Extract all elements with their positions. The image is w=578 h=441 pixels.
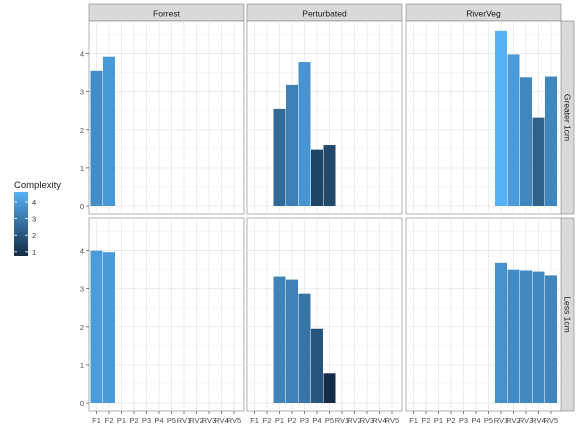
facet-label: Perturbated [302, 9, 347, 19]
panel-forrest-1 [88, 217, 245, 412]
x-tick-label: F1 [92, 416, 101, 425]
x-tick-label: P3 [300, 416, 309, 425]
bar-p1 [273, 276, 286, 403]
bar-p3 [298, 62, 311, 206]
y-tick-label: 0 [80, 399, 84, 408]
bar-rv1 [495, 30, 507, 207]
y-tick-label: 4 [80, 247, 84, 256]
y-tick-label: 0 [80, 202, 84, 211]
y-tick-label: 1 [80, 164, 84, 173]
bar-rv3 [520, 270, 532, 403]
facet-label: RiverVeg [466, 9, 501, 19]
x-tick-label: RV2 [347, 416, 361, 425]
x-tick-label: RV5 [544, 416, 558, 425]
x-tick-label: P3 [142, 416, 151, 425]
bar-rv2 [507, 54, 520, 206]
x-tick-label: RV2 [506, 416, 520, 425]
x-tick-label: RV5 [227, 416, 241, 425]
bar-rv2 [507, 269, 520, 403]
bar-p1 [273, 108, 286, 206]
bar-p3 [298, 293, 311, 403]
x-tick-label: RV1 [335, 416, 349, 425]
bar-p2 [286, 84, 298, 206]
x-tick-label: P4 [471, 416, 480, 425]
x-tick-label: P3 [459, 416, 468, 425]
bar-rv5 [545, 275, 557, 403]
bar-rv3 [520, 77, 532, 206]
x-tick-label: P1 [117, 416, 126, 425]
x-tick-label: F2 [422, 416, 431, 425]
legend-tick-label: 3 [32, 215, 36, 224]
y-tick-label: 2 [80, 323, 84, 332]
legend-tick-label: 2 [32, 231, 36, 240]
x-tick-label: RV3 [360, 416, 374, 425]
y-tick-label: 1 [80, 361, 84, 370]
x-tick-label: P5 [325, 416, 334, 425]
panel-riverveg-0 [405, 20, 562, 215]
bar-p5 [323, 145, 336, 206]
bar-rv4 [532, 117, 545, 206]
bar-f1 [90, 250, 103, 403]
panel-perturbated-0 [246, 20, 403, 215]
facet-label: Forrest [153, 9, 181, 19]
bar-p4 [311, 328, 323, 403]
x-tick-label: P1 [275, 416, 284, 425]
panel-forrest-0 [88, 20, 245, 215]
bar-f2 [103, 252, 115, 403]
y-tick-label: 3 [80, 285, 84, 294]
x-tick-label: RV4 [214, 416, 228, 425]
x-tick-label: P2 [446, 416, 455, 425]
x-tick-label: RV3 [202, 416, 216, 425]
legend-tick-label: 1 [32, 248, 36, 257]
x-tick-label: P4 [312, 416, 321, 425]
x-tick-label: F1 [409, 416, 418, 425]
bar-rv4 [532, 271, 545, 403]
x-tick-label: RV1 [494, 416, 508, 425]
bar-p5 [323, 373, 336, 403]
x-tick-label: F1 [250, 416, 259, 425]
bar-rv5 [545, 76, 557, 206]
y-tick-label: 2 [80, 126, 84, 135]
legend-title: Complexity [14, 180, 61, 191]
x-tick-label: RV2 [189, 416, 203, 425]
x-tick-label: P5 [484, 416, 493, 425]
legend-tick-label: 4 [32, 198, 36, 207]
bar-p4 [311, 149, 323, 206]
x-tick-label: F2 [263, 416, 272, 425]
x-tick-label: RV4 [531, 416, 545, 425]
y-tick-label: 3 [80, 88, 84, 97]
x-tick-label: RV3 [519, 416, 533, 425]
x-tick-label: F2 [105, 416, 114, 425]
panel-riverveg-1 [405, 217, 562, 412]
legend: Complexity 1 2 3 4 [14, 180, 61, 257]
panel-perturbated-1 [246, 217, 403, 412]
facet-row-label: Greater 1cm [562, 94, 572, 141]
x-tick-label: P4 [154, 416, 163, 425]
facet-row-label: Less 1cm [562, 296, 572, 332]
x-tick-label: RV5 [385, 416, 399, 425]
bar-rv1 [495, 262, 507, 403]
bar-p2 [286, 279, 298, 403]
y-tick-label: 4 [80, 50, 84, 59]
x-tick-label: P5 [167, 416, 176, 425]
x-tick-label: P1 [434, 416, 443, 425]
x-tick-label: P2 [287, 416, 296, 425]
bar-f2 [103, 56, 115, 206]
x-tick-label: P2 [129, 416, 138, 425]
bar-f1 [90, 70, 103, 206]
legend-colorbar [14, 192, 28, 256]
x-tick-label: RV4 [372, 416, 386, 425]
x-tick-label: RV1 [177, 416, 191, 425]
